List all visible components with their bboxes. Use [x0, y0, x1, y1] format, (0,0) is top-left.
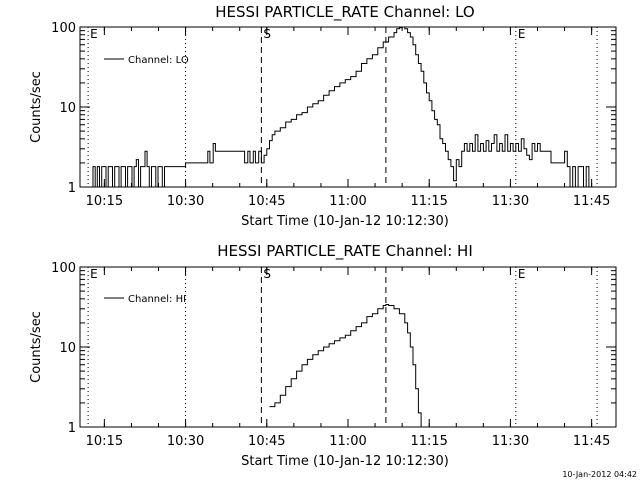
- series-lines: [269, 304, 422, 427]
- marker-lines: ESE: [87, 267, 598, 427]
- marker-label: E: [90, 267, 98, 281]
- chart-panel-hi: HESSI PARTICLE_RATE Channel: HI Counts/s…: [29, 242, 617, 469]
- x-tick-label: 10:15: [86, 434, 123, 449]
- series-line: [90, 26, 590, 188]
- x-tick-label: 10:15: [86, 194, 123, 209]
- series-line: [269, 304, 422, 427]
- x-tick-label: 10:30: [167, 434, 204, 449]
- y-axis-label: Counts/sec: [29, 311, 44, 383]
- x-axis-label: Start Time (10-Jan-12 10:12:30): [241, 214, 449, 229]
- legend: Channel: HI: [104, 294, 186, 305]
- x-tick-label: 11:15: [410, 194, 447, 209]
- y-tick-label: 10: [59, 101, 76, 116]
- y-axis-label: Counts/sec: [29, 71, 44, 143]
- y-tick-label: 1: [68, 421, 76, 436]
- y-tick-label: 100: [51, 261, 76, 276]
- chart-title: HESSI PARTICLE_RATE Channel: HI: [217, 242, 473, 261]
- legend: Channel: LO: [104, 55, 189, 66]
- marker-label: E: [518, 27, 526, 41]
- x-tick-label: 10:45: [248, 194, 285, 209]
- axis-ticks: [80, 26, 616, 188]
- x-tick-label: 11:45: [573, 434, 610, 449]
- legend-label: Channel: LO: [128, 55, 189, 66]
- series-lines: [90, 26, 590, 188]
- x-tick-label: 11:30: [492, 434, 529, 449]
- axis-ticks: [80, 266, 616, 428]
- marker-lines: ESE: [87, 27, 598, 187]
- marker-label: E: [518, 267, 526, 281]
- x-tick-label: 10:30: [167, 194, 204, 209]
- tick-labels: 10:15 10:30 10:45 11:00 11:15 11:30 11:45 1 10 10…: [51, 21, 610, 209]
- legend-label: Channel: HI: [128, 294, 186, 305]
- y-tick-label: 10: [59, 341, 76, 356]
- y-tick-label: 1: [68, 181, 76, 196]
- x-tick-label: 11:00: [329, 434, 366, 449]
- chart-panel-lo: HESSI PARTICLE_RATE Channel: LO Counts/s…: [29, 3, 617, 229]
- timestamp-stamp: 10-Jan-2012 04:42: [562, 470, 637, 479]
- x-tick-label: 11:15: [410, 434, 447, 449]
- plot-frame: [79, 266, 617, 428]
- marker-label: E: [90, 27, 98, 41]
- plot-frame: [79, 26, 617, 188]
- chart-title: HESSI PARTICLE_RATE Channel: LO: [215, 3, 474, 22]
- y-tick-label: 100: [51, 21, 76, 36]
- x-tick-label: 11:00: [329, 194, 366, 209]
- tick-labels: 10:15 10:30 10:45 11:00 11:15 11:30 11:45 1 10 10…: [51, 261, 610, 449]
- x-tick-label: 11:30: [492, 194, 529, 209]
- x-axis-label: Start Time (10-Jan-12 10:12:30): [241, 454, 449, 469]
- x-tick-label: 10:45: [248, 434, 285, 449]
- x-tick-label: 11:45: [573, 194, 610, 209]
